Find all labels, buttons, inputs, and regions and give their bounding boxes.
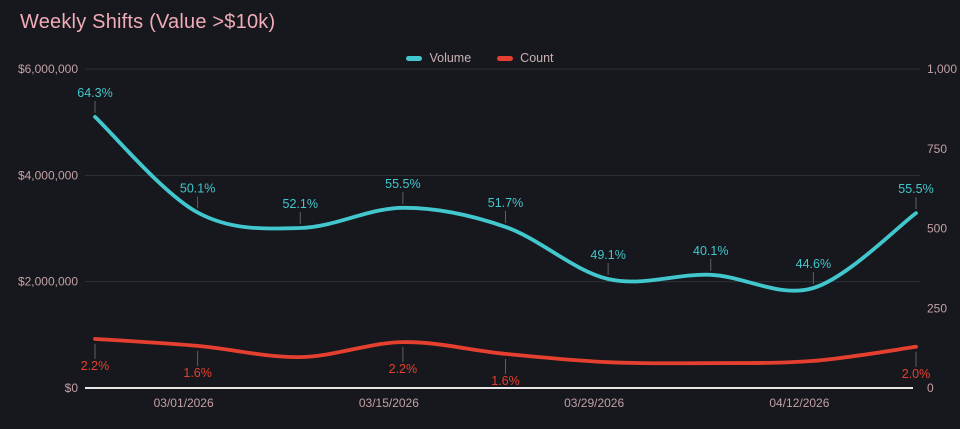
left-axis-tick-label: $6,000,000 [18, 62, 78, 76]
count-point-label: 2.2% [389, 362, 418, 376]
chart-title: Weekly Shifts (Value >$10k) [20, 11, 276, 33]
count-point-label: 1.6% [491, 374, 520, 388]
volume-point-label: 64.3% [77, 86, 112, 100]
count-point-label: 2.0% [902, 367, 931, 381]
x-axis-tick-label: 03/01/2026 [154, 396, 214, 410]
left-axis-tick-label: $2,000,000 [18, 275, 78, 289]
volume-point-label: 50.1% [180, 182, 215, 196]
right-axis-tick-label: 250 [927, 301, 947, 315]
count-line [93, 337, 918, 366]
legend-item-volume[interactable]: Volume [406, 51, 471, 65]
legend-item-count[interactable]: Count [497, 51, 554, 65]
right-axis-tick-label: 750 [927, 142, 947, 156]
left-axis-tick-label: $0 [65, 381, 79, 395]
legend-label-volume: Volume [429, 51, 472, 65]
count-point-label: 1.6% [183, 366, 212, 380]
volume-point-label: 40.1% [693, 244, 728, 258]
volume-point-label: 49.1% [590, 248, 625, 262]
legend: Volume Count [0, 51, 960, 65]
left-axis-tick-label: $4,000,000 [18, 168, 78, 182]
volume-line [93, 115, 918, 293]
count-series-swatch-icon [497, 55, 514, 61]
count-point-label: 2.2% [81, 359, 110, 373]
x-axis-tick-label: 03/15/2026 [359, 396, 419, 410]
right-axis-tick-label: 1,000 [927, 62, 957, 76]
volume-point-label: 55.5% [385, 177, 420, 191]
volume-point-label: 44.6% [796, 257, 831, 271]
x-axis-tick-label: 04/12/2026 [769, 396, 829, 410]
right-axis-tick-label: 500 [927, 222, 947, 236]
x-axis-tick-label: 03/29/2026 [564, 396, 624, 410]
volume-point-label: 51.7% [488, 196, 523, 210]
right-axis-tick-label: 0 [927, 381, 934, 395]
volume-point-label: 52.1% [283, 197, 318, 211]
legend-label-count: Count [520, 51, 554, 65]
volume-series-swatch-icon [406, 55, 423, 61]
volume-point-label: 55.5% [898, 182, 933, 196]
